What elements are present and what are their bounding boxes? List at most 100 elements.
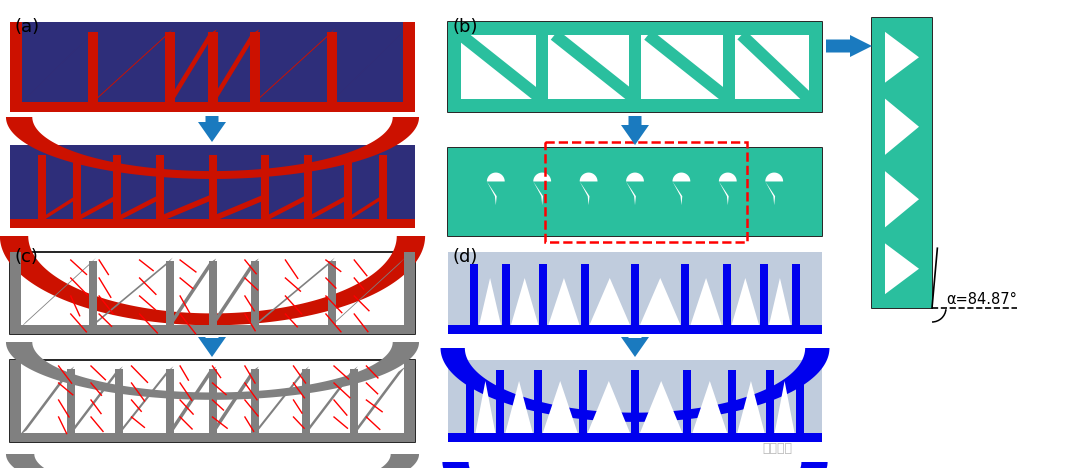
Polygon shape: [690, 278, 721, 325]
Bar: [448, 22, 822, 35]
Bar: [350, 369, 359, 433]
Polygon shape: [90, 28, 173, 106]
Bar: [10, 102, 415, 112]
Polygon shape: [302, 366, 357, 436]
Bar: [539, 264, 548, 325]
Bar: [448, 223, 822, 236]
Bar: [728, 370, 737, 433]
Polygon shape: [457, 30, 545, 104]
Bar: [328, 261, 336, 325]
Bar: [39, 155, 46, 219]
Bar: [629, 35, 642, 99]
Polygon shape: [640, 381, 683, 433]
Polygon shape: [198, 337, 226, 357]
Polygon shape: [116, 193, 162, 223]
Bar: [536, 35, 548, 99]
Bar: [872, 231, 932, 241]
Bar: [113, 155, 121, 219]
Text: (b): (b): [453, 18, 478, 36]
Text: (a): (a): [14, 18, 39, 36]
Bar: [470, 264, 478, 325]
Bar: [448, 99, 822, 112]
Bar: [208, 155, 216, 219]
Polygon shape: [67, 366, 123, 436]
Bar: [545, 142, 747, 242]
Polygon shape: [252, 366, 309, 436]
Polygon shape: [511, 278, 538, 325]
Bar: [581, 264, 589, 325]
Polygon shape: [75, 193, 119, 222]
Polygon shape: [6, 117, 419, 179]
Bar: [303, 155, 312, 219]
Bar: [10, 219, 415, 228]
Bar: [403, 22, 415, 112]
Text: (c): (c): [14, 248, 38, 266]
Bar: [10, 252, 21, 334]
Bar: [208, 261, 216, 325]
Polygon shape: [505, 381, 532, 433]
Polygon shape: [198, 116, 226, 142]
Bar: [72, 155, 81, 219]
Polygon shape: [769, 278, 791, 325]
Bar: [208, 369, 216, 433]
Bar: [301, 369, 310, 433]
Polygon shape: [738, 381, 765, 433]
Polygon shape: [0, 236, 426, 325]
Polygon shape: [692, 381, 727, 433]
Bar: [921, 18, 932, 308]
Bar: [251, 261, 259, 325]
Polygon shape: [211, 193, 267, 223]
Polygon shape: [580, 173, 597, 205]
Polygon shape: [885, 243, 919, 294]
Bar: [766, 370, 773, 433]
Bar: [723, 35, 734, 99]
Polygon shape: [208, 366, 259, 436]
Bar: [872, 18, 883, 308]
Polygon shape: [621, 337, 649, 357]
Bar: [10, 145, 415, 228]
Polygon shape: [441, 348, 829, 422]
Bar: [534, 370, 542, 433]
Polygon shape: [645, 30, 732, 104]
Bar: [448, 325, 822, 334]
Bar: [579, 370, 586, 433]
Polygon shape: [673, 173, 690, 205]
Bar: [116, 369, 123, 433]
Polygon shape: [328, 29, 406, 106]
Polygon shape: [826, 35, 872, 57]
Bar: [723, 264, 731, 325]
Bar: [448, 433, 822, 442]
Polygon shape: [774, 381, 795, 433]
Polygon shape: [640, 278, 680, 325]
Bar: [809, 22, 822, 112]
Bar: [261, 155, 269, 219]
Polygon shape: [621, 116, 649, 145]
Bar: [792, 264, 800, 325]
Bar: [796, 370, 804, 433]
Polygon shape: [351, 366, 406, 436]
Bar: [67, 369, 75, 433]
Polygon shape: [480, 278, 501, 325]
Polygon shape: [19, 29, 96, 106]
Polygon shape: [590, 278, 630, 325]
Polygon shape: [885, 171, 919, 227]
Bar: [760, 264, 768, 325]
Bar: [448, 148, 822, 236]
Bar: [872, 18, 932, 308]
Bar: [448, 252, 822, 334]
Bar: [497, 370, 504, 433]
Polygon shape: [443, 462, 827, 468]
Bar: [156, 155, 164, 219]
Polygon shape: [166, 366, 216, 436]
Polygon shape: [252, 257, 335, 329]
Bar: [327, 32, 337, 102]
Bar: [872, 86, 932, 95]
Bar: [631, 370, 639, 433]
Polygon shape: [90, 257, 173, 329]
Bar: [251, 369, 259, 433]
Polygon shape: [766, 173, 783, 205]
Polygon shape: [159, 193, 214, 223]
Polygon shape: [252, 28, 335, 106]
Bar: [10, 360, 415, 442]
Polygon shape: [329, 258, 405, 329]
